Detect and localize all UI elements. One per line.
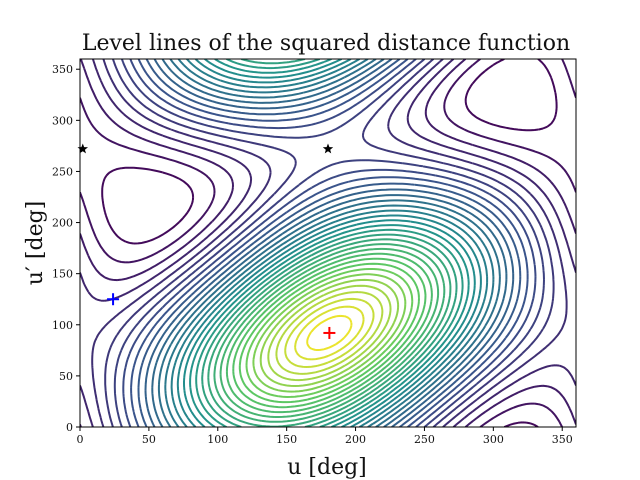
contour-level [259,278,400,387]
contour-level [306,314,353,351]
x-tick-label: 0 [77,433,84,446]
contour-level [213,243,446,423]
contour-level [232,257,427,409]
contour-level [170,59,489,427]
contour-level [91,59,568,427]
contour-level [275,291,384,375]
markers [77,143,336,339]
y-tick-label: 350 [52,63,73,76]
contour-level [238,262,420,404]
chart-title: Level lines of the squared distance func… [82,31,570,56]
contour-level [189,59,470,427]
contour-level [144,59,515,427]
star-marker [322,143,334,154]
contour-level [294,305,365,361]
y-tick-label: 150 [52,268,73,281]
x-tick-label: 50 [142,433,156,446]
x-tick-label: 200 [345,433,366,446]
y-tick-label: 300 [52,114,73,127]
contour-level [284,297,375,368]
x-axis-ticks: 0 50 100 150 200 250 300 350 [77,427,573,446]
x-tick-label: 100 [207,433,228,446]
y-tick-label: 100 [52,319,73,332]
contour-level [225,252,433,414]
contour-lines [80,59,576,427]
y-tick-label: 50 [59,370,73,383]
plot-frame [79,58,577,428]
contour-level [207,238,452,427]
contour-level [151,59,508,427]
contour-level [164,59,495,427]
contour-level [80,59,576,427]
x-tick-label: 250 [414,433,435,446]
contour-level [267,284,392,382]
contour-level [137,59,522,427]
y-tick-label: 0 [66,421,73,434]
contour-level [252,273,407,393]
contour-level [176,59,482,427]
y-tick-label: 200 [52,217,73,230]
contour-level [157,59,501,427]
contour-level [245,268,414,398]
y-axis-label: u′ [deg] [23,201,48,286]
x-axis-label: u [deg] [287,455,367,480]
contour-level [183,59,476,427]
contour-level [201,59,458,427]
contour-level [219,247,440,418]
x-tick-label: 300 [483,433,504,446]
plus-marker [107,293,120,306]
contour-level [130,59,529,427]
plus-marker [323,326,336,339]
y-axis-ticks: 0 50 100 150 200 250 300 350 [52,63,80,434]
star-marker [77,143,88,154]
contour-level [122,59,537,427]
contour-level [113,59,545,427]
x-tick-label: 350 [552,433,573,446]
x-tick-label: 150 [276,433,297,446]
contour-level [195,59,464,427]
y-tick-label: 250 [52,165,73,178]
contour-level [104,59,555,427]
